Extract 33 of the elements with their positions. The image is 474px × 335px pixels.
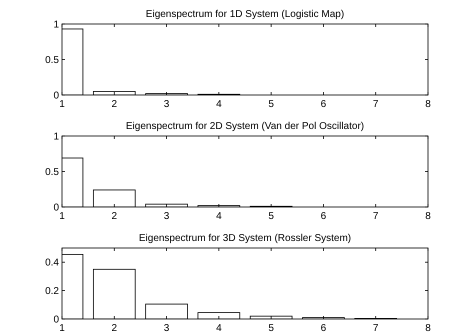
x-tick-label: 5 <box>268 211 274 222</box>
x-tick-label: 6 <box>320 323 327 334</box>
x-tick-label: 8 <box>425 99 432 110</box>
x-tick-label: 4 <box>216 211 222 222</box>
x-tick-label: 4 <box>216 323 222 334</box>
x-tick-label: 6 <box>320 99 327 110</box>
x-tick-label: 4 <box>216 99 222 110</box>
x-tick-label: 3 <box>164 323 170 334</box>
y-tick-label: 1 <box>53 132 60 142</box>
x-tick-label: 6 <box>320 211 327 222</box>
x-tick-label: 8 <box>425 323 432 334</box>
x-tick-label: 2 <box>112 211 118 222</box>
chart-title: Eigenspectrum for 3D System (Rossler System) <box>138 233 352 244</box>
x-tick-label: 5 <box>268 323 274 334</box>
y-tick-label: 0 <box>53 202 60 214</box>
x-tick-label: 7 <box>372 99 379 110</box>
x-tick-label: 2 <box>112 99 118 110</box>
y-tick-label: 0 <box>53 90 60 102</box>
x-tick-label: 3 <box>164 211 170 222</box>
x-tick-label: 3 <box>164 99 170 110</box>
x-tick-label: 2 <box>112 323 118 334</box>
x-tick-label: 7 <box>372 323 379 334</box>
y-tick-label: 0.2 <box>45 286 60 298</box>
y-tick-label: 0 <box>53 314 60 326</box>
chart-title: Eigenspectrum for 2D System (Van der Pol Oscillator) <box>126 121 364 132</box>
x-tick-label: 5 <box>268 99 274 110</box>
x-tick-label: 7 <box>372 211 379 222</box>
y-tick-label: 0.5 <box>45 167 60 178</box>
x-tick-label: 8 <box>425 211 432 222</box>
y-tick-label: 0.5 <box>45 55 60 66</box>
y-tick-label: 0.4 <box>45 258 60 269</box>
y-tick-label: 1 <box>53 20 60 30</box>
chart-title: Eigenspectrum for 1D System (Logistic Map) <box>146 9 344 20</box>
